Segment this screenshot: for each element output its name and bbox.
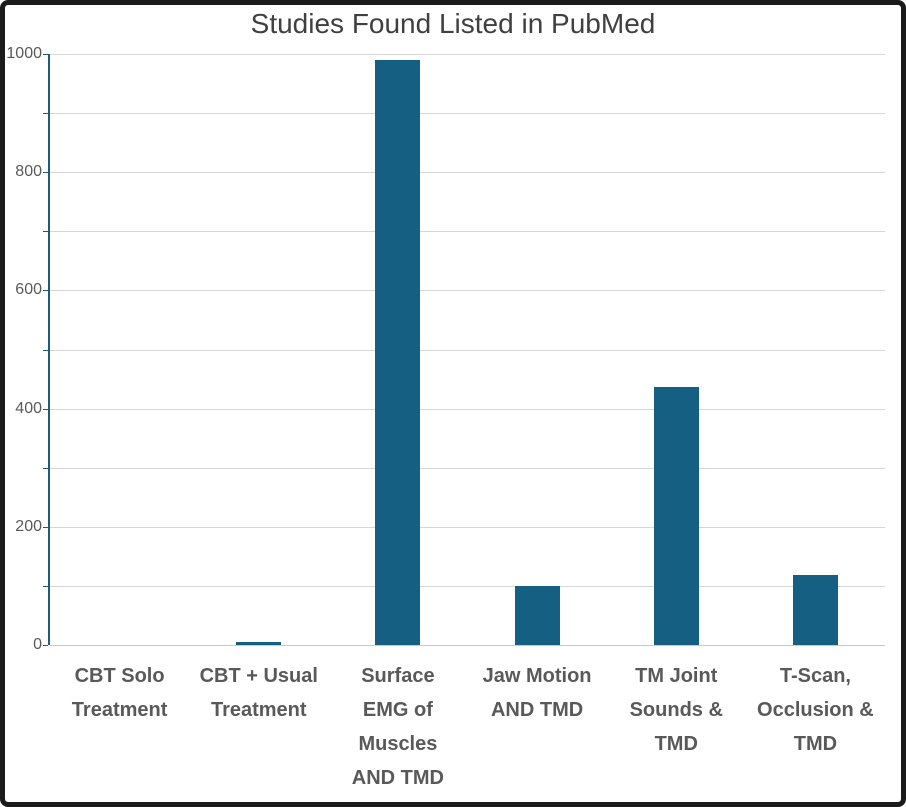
y-axis-tick-label: 0	[33, 636, 42, 653]
gridline	[50, 231, 885, 233]
gridline	[50, 349, 885, 351]
x-axis-category-label: TM Joint Sounds & TMD	[629, 665, 723, 755]
y-axis-tick	[43, 290, 48, 292]
x-axis-baseline	[50, 645, 885, 646]
y-axis-tick	[43, 231, 48, 233]
gridline	[50, 113, 885, 115]
gridline	[50, 467, 885, 469]
y-axis-tick	[43, 172, 48, 174]
y-axis-tick-label: 800	[15, 163, 42, 181]
y-axis-line	[48, 54, 50, 645]
y-axis-tick-label: 400	[15, 399, 42, 417]
gridline	[50, 54, 885, 55]
y-axis-tick	[43, 467, 48, 469]
gridline	[50, 585, 885, 587]
y-axis-tick	[43, 526, 48, 528]
y-axis-tick-label: 200	[15, 517, 42, 535]
y-axis-tick	[43, 349, 48, 351]
x-axis-category-label: CBT Solo Treatment	[71, 665, 168, 721]
plot-area: 0 200 400 600 800 1000 CBT Solo Treatment CBT +…	[6, 45, 885, 789]
chart-title: Studies Found Listed in PubMed	[250, 8, 656, 39]
gridline	[50, 172, 885, 174]
bar-5	[653, 386, 699, 645]
x-axis-category-label: CBT + Usual Treatment	[199, 665, 318, 721]
y-axis-tick	[43, 113, 48, 115]
bar-4	[514, 585, 560, 645]
bar-3	[375, 59, 421, 645]
y-axis-tick	[43, 408, 48, 410]
y-axis-tick	[43, 645, 48, 646]
bar-2	[236, 642, 282, 645]
x-axis-category-label: Jaw Motion AND TMD	[482, 665, 592, 721]
y-axis-tick	[43, 54, 48, 55]
y-axis-tick-label: 600	[15, 281, 42, 299]
x-axis-category-label: T-Scan, Occlusion & TMD	[757, 665, 874, 755]
y-axis-tick-label: 1000	[6, 45, 42, 62]
gridline	[50, 290, 885, 292]
gridline	[50, 526, 885, 528]
y-axis-tick	[43, 585, 48, 587]
bar-6	[792, 575, 838, 645]
x-axis-category-label: Surface EMG of Muscles AND TMD	[351, 665, 445, 789]
gridline	[50, 408, 885, 410]
